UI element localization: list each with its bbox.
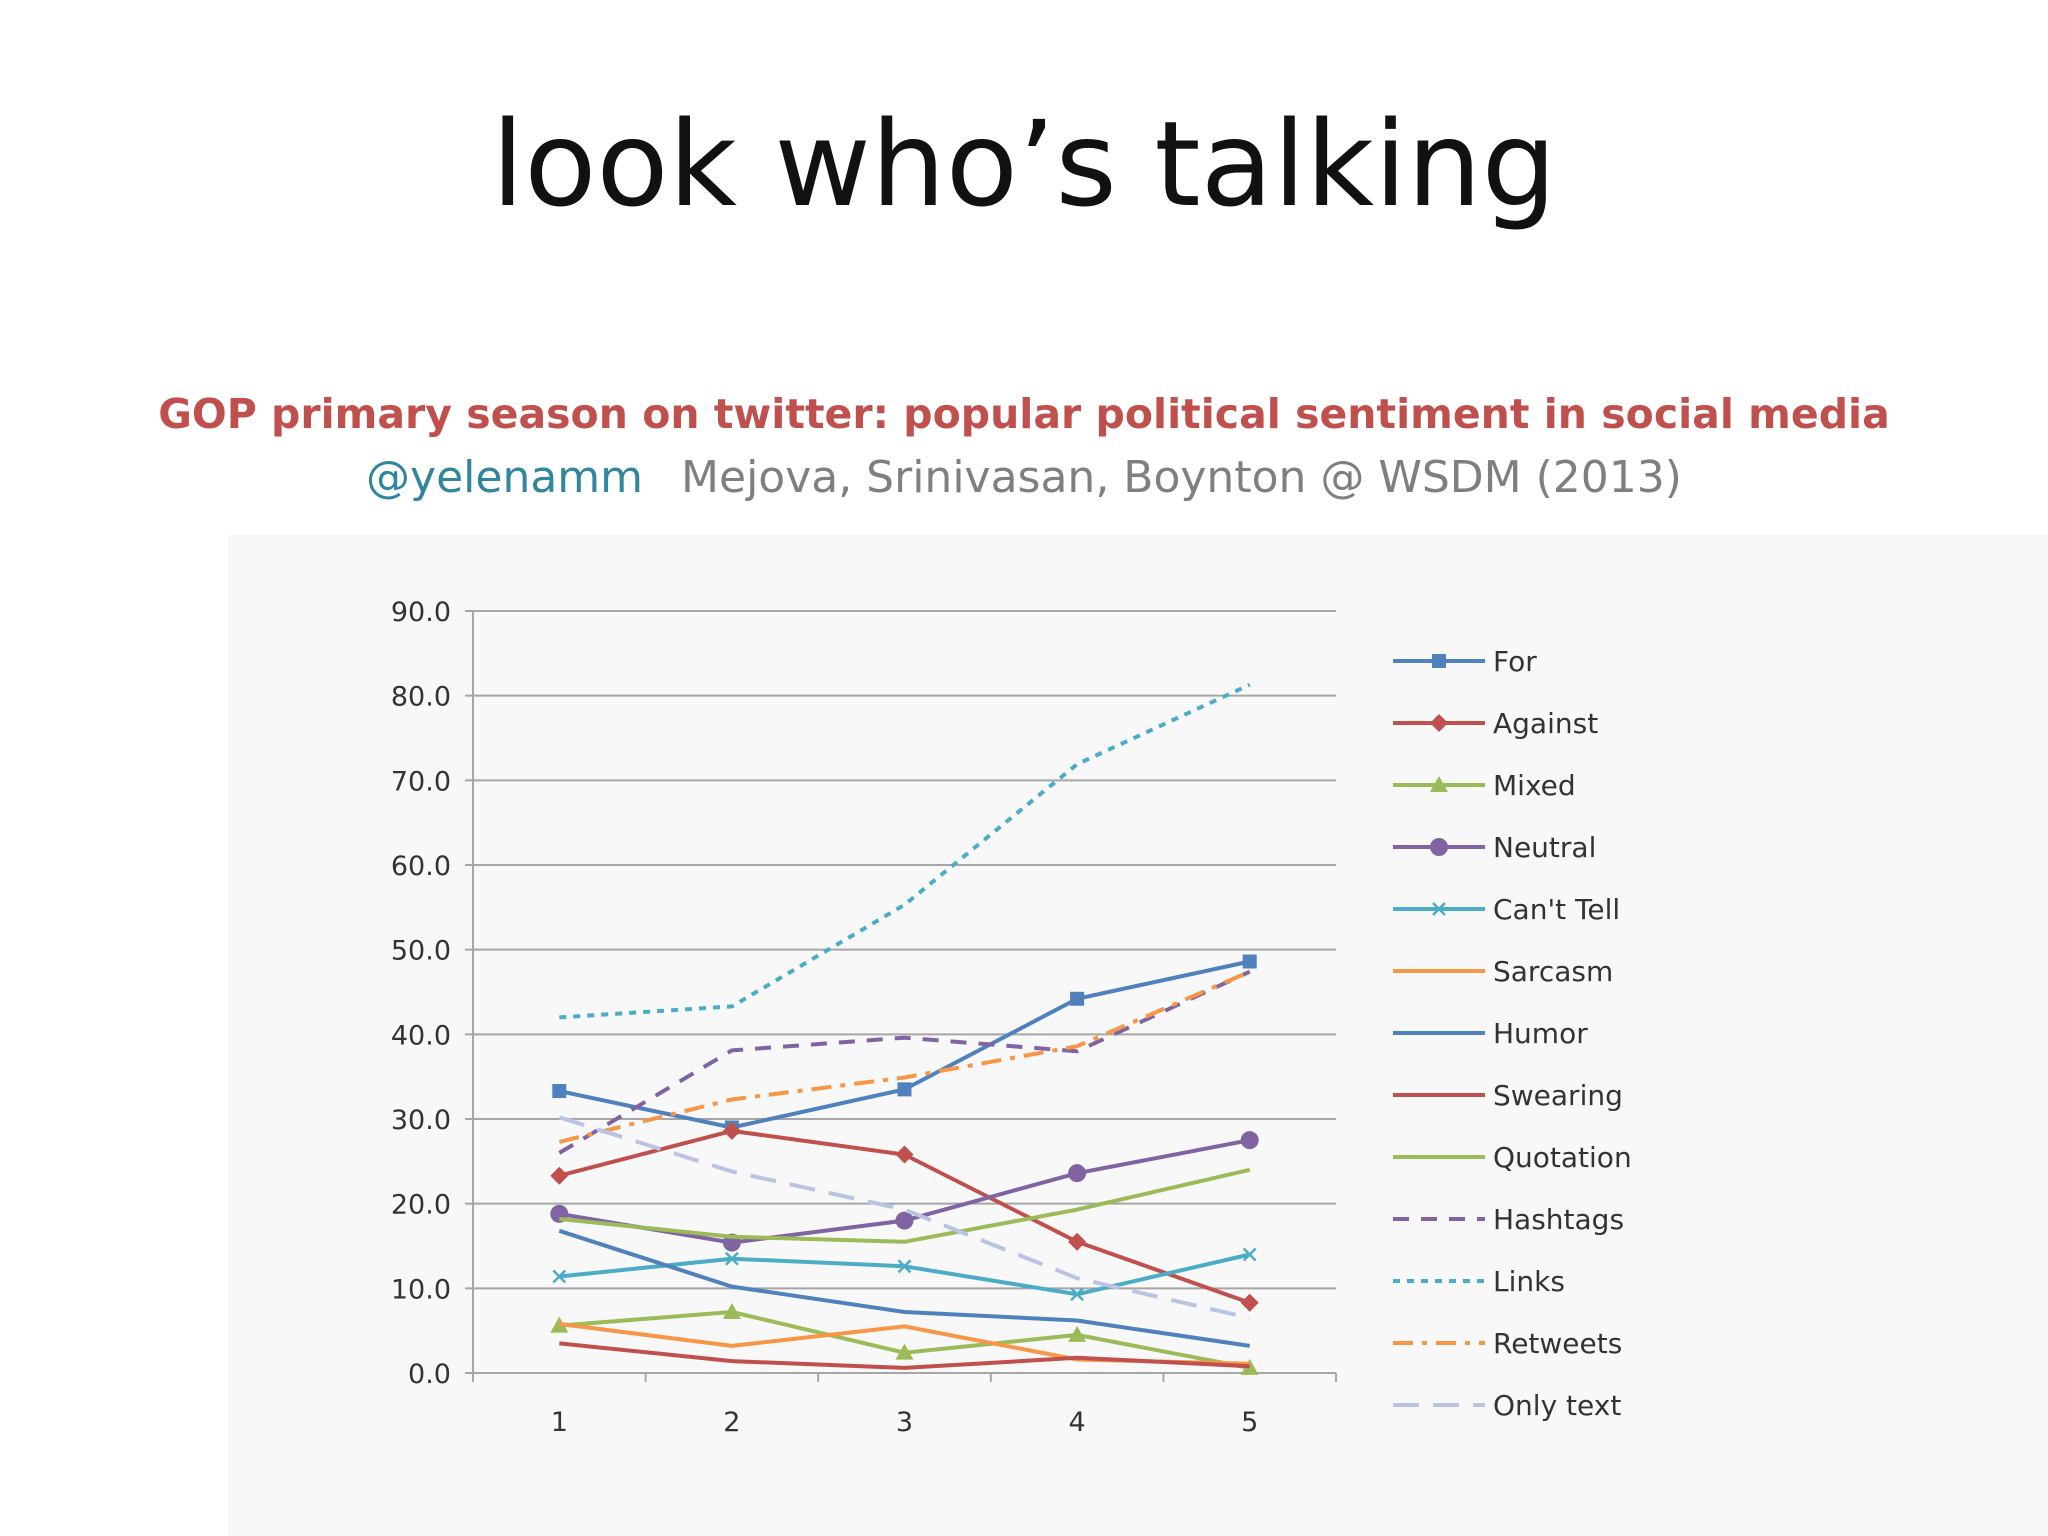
legend-label: Against (1493, 707, 1598, 740)
author-list: Mejova, Srinivasan, Boynton @ WSDM (2013… (681, 452, 1682, 503)
x-tick-label: 4 (1069, 1407, 1086, 1438)
legend-label: Links (1493, 1265, 1565, 1298)
legend-item-retweets: Retweets (1393, 1327, 1622, 1360)
data-point (1240, 1358, 1259, 1375)
x-tick-label: 1 (551, 1407, 568, 1438)
legend-marker (1432, 902, 1446, 916)
y-tick-label: 90.0 (391, 597, 451, 628)
legend-item-against: Against (1393, 707, 1598, 740)
legend-item-quotation: Quotation (1393, 1141, 1632, 1174)
data-point (552, 1084, 567, 1099)
legend-item-mixed: Mixed (1393, 769, 1576, 802)
byline: @yelenamm Mejova, Srinivasan, Boynton @ … (0, 452, 2048, 503)
legend-item-only-text: Only text (1393, 1389, 1621, 1422)
legend-label: For (1493, 645, 1537, 678)
data-point (1070, 991, 1085, 1006)
x-tick-label: 5 (1241, 1407, 1258, 1438)
data-point (1070, 1287, 1084, 1302)
data-point (1242, 954, 1257, 969)
author-handle: @yelenamm (366, 452, 644, 503)
legend-item-links: Links (1393, 1265, 1565, 1298)
y-tick-label: 0.0 (408, 1359, 451, 1390)
chart-panel: 0.0 10.0 20.0 30.0 40.0 50.0 60.0 70.0 80.0 90.0 1… (228, 535, 2048, 1536)
series-line (558, 1115, 1251, 1320)
x-tick-label: 2 (723, 1407, 740, 1438)
legend-item-hashtags: Hashtags (1393, 1203, 1624, 1236)
data-point (1068, 1164, 1087, 1183)
slide-title: look who’s talking (491, 95, 1557, 233)
legend: For Against Mixed Neutral Can't Tell Sarcasm H… (1393, 645, 1632, 1422)
data-point (895, 1211, 914, 1230)
legend-item-can-t-tell: Can't Tell (1393, 893, 1620, 926)
data-point (897, 1259, 912, 1274)
data-point (895, 1343, 914, 1360)
legend-item-humor: Humor (1393, 1017, 1588, 1050)
legend-item-sarcasm: Sarcasm (1393, 955, 1613, 988)
legend-label: Hashtags (1493, 1203, 1624, 1236)
data-point (1068, 1325, 1087, 1342)
series-against (550, 1121, 1259, 1312)
y-tick-label: 20.0 (391, 1190, 451, 1221)
legend-label: Neutral (1493, 831, 1596, 864)
legend-label: Can't Tell (1493, 893, 1620, 926)
series-line (559, 1167, 1251, 1244)
y-tick-label: 30.0 (391, 1105, 451, 1136)
series-line (558, 1228, 1250, 1348)
paper-title: GOP primary season on twitter: popular p… (158, 390, 1890, 438)
legend-label: Retweets (1493, 1327, 1622, 1360)
series-can-t-tell (552, 1247, 1257, 1302)
legend-label: Swearing (1493, 1079, 1623, 1112)
x-tick-label: 3 (896, 1407, 913, 1438)
data-point (552, 1269, 567, 1284)
line-chart: 0.0 10.0 20.0 30.0 40.0 50.0 60.0 70.0 80.0 90.0 1… (391, 597, 1632, 1438)
y-tick-label: 80.0 (391, 682, 451, 713)
series-line (558, 969, 1251, 1144)
series-line (558, 969, 1251, 1155)
data-point (1068, 1232, 1087, 1251)
data-point (1240, 1131, 1259, 1150)
series-quotation (559, 1167, 1251, 1244)
series-line (559, 682, 1251, 1020)
y-tick-label: 40.0 (391, 1020, 451, 1051)
y-tick-label: 10.0 (391, 1274, 451, 1305)
legend-marker (1430, 838, 1448, 856)
data-point (897, 1082, 912, 1097)
series-links (559, 682, 1251, 1020)
series-swearing (559, 1341, 1250, 1370)
data-point (722, 1121, 741, 1140)
data-point (1242, 1247, 1257, 1262)
y-tick-label: 50.0 (391, 936, 451, 967)
data-point (895, 1145, 914, 1164)
series-only-text (558, 1115, 1251, 1320)
series-humor (558, 1228, 1250, 1348)
series-neutral (550, 1131, 1259, 1252)
y-tick-label: 60.0 (391, 851, 451, 882)
legend-marker (1430, 776, 1448, 792)
data-point (722, 1303, 741, 1320)
legend-label: Only text (1493, 1389, 1621, 1422)
data-point (725, 1251, 739, 1266)
y-tick-label: 70.0 (391, 766, 451, 797)
series-retweets (558, 969, 1251, 1144)
data-point (1240, 1293, 1259, 1312)
legend-item-for: For (1393, 645, 1537, 678)
legend-item-swearing: Swearing (1393, 1079, 1623, 1112)
legend-label: Quotation (1493, 1141, 1632, 1174)
legend-label: Humor (1493, 1017, 1588, 1050)
legend-marker (1432, 654, 1446, 668)
series-hashtags (558, 969, 1251, 1155)
series-for (552, 954, 1257, 1135)
legend-label: Mixed (1493, 769, 1576, 802)
data-point (550, 1166, 569, 1185)
series-line (559, 1341, 1250, 1370)
series-line (558, 959, 1251, 1130)
legend-item-neutral: Neutral (1393, 831, 1596, 864)
legend-label: Sarcasm (1493, 955, 1613, 988)
legend-marker (1430, 714, 1448, 732)
